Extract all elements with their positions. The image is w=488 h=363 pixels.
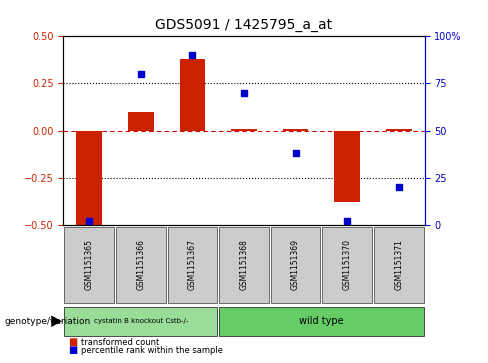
Text: GSM1151371: GSM1151371: [394, 240, 403, 290]
Bar: [283, 129, 308, 131]
Bar: [386, 129, 412, 131]
Text: ■: ■: [68, 337, 78, 347]
Bar: [116, 227, 165, 303]
Bar: [219, 227, 269, 303]
Text: percentile rank within the sample: percentile rank within the sample: [81, 346, 223, 355]
Text: ■: ■: [68, 345, 78, 355]
Bar: [323, 227, 372, 303]
Bar: [219, 306, 424, 336]
Text: GSM1151366: GSM1151366: [136, 240, 145, 290]
Point: [395, 184, 403, 190]
Text: GSM1151368: GSM1151368: [240, 240, 248, 290]
Text: wild type: wild type: [299, 315, 344, 326]
Text: cystatin B knockout Cstb-/-: cystatin B knockout Cstb-/-: [94, 318, 188, 323]
Text: GSM1151370: GSM1151370: [343, 240, 352, 290]
Text: GSM1151369: GSM1151369: [291, 240, 300, 290]
Bar: [231, 129, 257, 131]
Text: GSM1151365: GSM1151365: [85, 240, 94, 290]
Bar: [76, 131, 102, 225]
Bar: [271, 227, 320, 303]
Point: [292, 150, 300, 156]
Text: genotype/variation: genotype/variation: [5, 317, 91, 326]
Bar: [128, 112, 154, 131]
Bar: [64, 306, 217, 336]
Polygon shape: [51, 315, 62, 327]
Bar: [374, 227, 424, 303]
Bar: [180, 59, 205, 131]
Point: [85, 219, 93, 224]
Text: transformed count: transformed count: [81, 338, 159, 347]
Point: [240, 90, 248, 96]
Bar: [334, 131, 360, 203]
Bar: [168, 227, 217, 303]
Point: [188, 52, 196, 58]
Bar: [64, 227, 114, 303]
Point: [343, 219, 351, 224]
Title: GDS5091 / 1425795_a_at: GDS5091 / 1425795_a_at: [156, 19, 332, 33]
Point: [137, 71, 145, 77]
Text: GSM1151367: GSM1151367: [188, 240, 197, 290]
